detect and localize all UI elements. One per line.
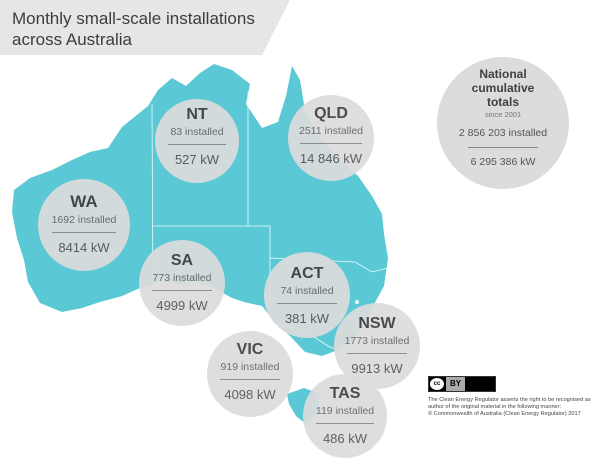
national-totals-bubble: National cumulative totals since 2001 2 … [437,57,569,189]
state-name: NT [186,106,208,123]
state-name: SA [170,252,194,269]
state-kw: 9913 kW [351,361,403,376]
license-copyright: © Commonwealth of Australia (Clean Energ… [428,411,581,417]
state-bubble-vic: VIC 919 installed 4098 kW [207,331,293,417]
state-bubble-sa: SA 773 installed 4999 kW [139,240,225,326]
state-bubble-nt: NT 83 installed 527 kW [155,99,239,183]
national-installed: 2 856 203 installed [458,127,548,139]
divider [316,423,374,424]
cc-icon: cc [430,378,444,390]
state-installed: 919 installed [220,361,280,373]
title-banner-shape [0,0,290,55]
divider [152,290,212,291]
cc-by-badge: cc BY [428,376,496,392]
state-installed: 119 installed [315,405,375,417]
state-name: TAS [329,385,361,402]
state-name: NSW [358,315,396,332]
state-installed: 83 installed [170,126,224,138]
license-block: cc BY The Clean Energy Regulator asserts… [428,376,598,418]
by-label: BY [446,377,466,391]
state-bubble-act: ACT 74 installed 381 kW [264,252,350,338]
divider [347,353,407,354]
state-kw: 14 846 kW [299,151,363,166]
state-bubble-qld: QLD 2511 installed 14 846 kW [288,95,374,181]
state-kw: 4999 kW [156,298,208,313]
state-name: ACT [290,265,324,282]
state-name: VIC [236,341,264,358]
state-kw: 381 kW [284,311,330,326]
act-marker [355,300,359,304]
national-since: since 2001 [484,110,522,119]
state-borders [151,92,389,351]
divider [277,303,337,304]
state-bubble-nsw: NSW 1773 installed 9913 kW [334,303,420,389]
divider [52,232,116,233]
title-banner: Monthly small-scale installations across… [0,0,290,55]
state-name: QLD [314,105,348,122]
state-installed: 2511 installed [298,125,364,137]
divider [220,379,280,380]
national-kw: 6 295 386 kW [470,156,536,168]
state-name: WA [70,192,98,211]
divider [468,147,538,148]
state-installed: 1773 installed [344,335,410,347]
license-attribution: The Clean Energy Regulator asserts the r… [428,397,591,410]
state-kw: 527 kW [174,152,220,167]
state-kw: 8414 kW [58,240,110,255]
state-kw: 486 kW [322,431,368,446]
divider [168,144,226,145]
national-heading: National cumulative totals [471,67,535,109]
state-installed: 773 installed [152,272,212,284]
state-bubble-tas: TAS 119 installed 486 kW [303,374,387,458]
state-kw: 4098 kW [224,387,276,402]
page-title: Monthly small-scale installations across… [12,9,255,49]
state-installed: 1692 installed [51,214,117,226]
divider [300,143,362,144]
state-installed: 74 installed [280,285,334,297]
state-bubble-wa: WA 1692 installed 8414 kW [38,179,130,271]
